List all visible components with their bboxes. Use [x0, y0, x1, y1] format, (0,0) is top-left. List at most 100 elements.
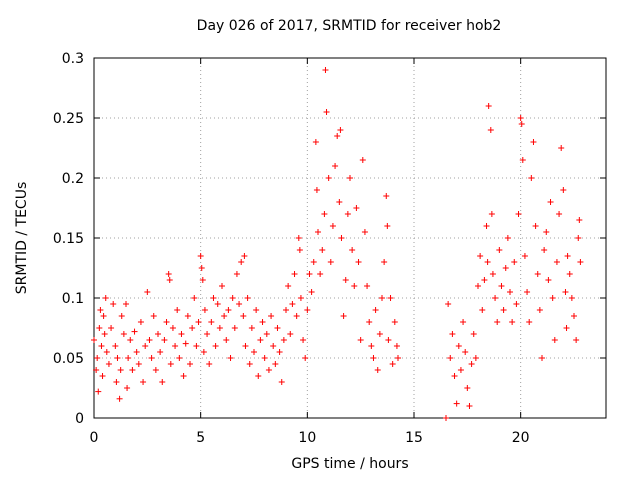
data-point — [200, 349, 207, 355]
data-point — [285, 283, 292, 289]
data-point — [337, 127, 344, 133]
data-point — [368, 343, 375, 349]
data-point — [163, 319, 170, 325]
data-point — [366, 319, 373, 325]
data-point — [280, 337, 287, 343]
data-point — [117, 367, 124, 373]
data-point — [296, 247, 303, 253]
data-point — [541, 247, 548, 253]
data-point — [167, 361, 174, 367]
data-point — [385, 337, 392, 343]
data-point — [113, 379, 120, 385]
data-point — [357, 337, 364, 343]
data-point — [355, 259, 362, 265]
y-axis: 0 0.05 0.1 0.15 0.2 0.25 0.3 — [53, 51, 606, 427]
data-point — [191, 295, 198, 301]
data-point — [180, 373, 187, 379]
data-point — [464, 385, 471, 391]
data-point — [93, 367, 100, 373]
y-tick-label: 0 — [75, 411, 84, 427]
data-point — [152, 367, 159, 373]
data-point — [268, 313, 275, 319]
data-point — [518, 121, 525, 127]
data-point — [231, 325, 238, 331]
data-point — [549, 295, 556, 301]
data-point — [265, 367, 272, 373]
data-point — [451, 373, 458, 379]
data-point — [216, 325, 223, 331]
data-point — [395, 355, 401, 361]
x-axis: 0 5 10 15 20 — [90, 58, 530, 446]
data-point — [379, 295, 385, 301]
data-point — [526, 319, 533, 325]
data-point — [214, 301, 221, 307]
x-tick-label: 15 — [405, 430, 423, 446]
data-point — [105, 361, 112, 367]
data-point — [95, 388, 102, 395]
data-point — [483, 223, 490, 229]
data-point — [553, 259, 560, 265]
data-point — [257, 337, 264, 343]
data-point — [146, 337, 153, 343]
data-point — [566, 271, 573, 277]
data-point — [361, 229, 368, 235]
data-point — [479, 307, 486, 313]
data-point — [509, 319, 516, 325]
data-point — [500, 307, 507, 313]
data-point — [238, 259, 245, 265]
data-series — [91, 67, 584, 421]
data-point — [120, 331, 127, 337]
data-point — [564, 253, 571, 259]
data-point — [317, 271, 324, 277]
data-point — [485, 103, 492, 109]
data-point — [123, 301, 129, 307]
data-point — [198, 265, 205, 271]
data-point — [517, 115, 524, 121]
data-point — [475, 283, 481, 289]
data-point — [455, 343, 462, 349]
data-point — [334, 133, 341, 139]
data-point — [150, 313, 157, 319]
data-point — [96, 325, 103, 331]
data-point — [351, 283, 358, 289]
data-point — [323, 109, 330, 115]
data-point — [383, 193, 390, 199]
data-point — [287, 331, 294, 337]
data-point — [148, 355, 155, 361]
data-point — [101, 331, 108, 337]
data-point — [223, 337, 230, 343]
data-point — [449, 331, 456, 337]
x-tick-label: 20 — [512, 430, 530, 446]
data-point — [494, 319, 501, 325]
data-point — [255, 373, 262, 379]
data-point — [166, 277, 173, 283]
data-point — [545, 277, 552, 283]
data-point — [484, 259, 491, 265]
x-tick-label: 10 — [298, 430, 316, 446]
data-point — [114, 355, 121, 361]
data-point — [472, 355, 479, 361]
data-point — [94, 355, 101, 361]
data-point — [174, 307, 181, 313]
data-point — [244, 295, 251, 301]
data-point — [519, 157, 526, 163]
data-point — [306, 271, 313, 277]
data-point — [322, 67, 329, 73]
data-point — [157, 349, 164, 355]
data-point — [212, 343, 219, 349]
data-point — [332, 163, 339, 169]
y-tick-label: 0.1 — [62, 291, 84, 307]
data-point — [310, 259, 317, 265]
data-point — [496, 247, 503, 253]
data-point — [466, 403, 473, 409]
data-point — [534, 271, 541, 277]
data-point — [340, 313, 347, 319]
data-point — [102, 295, 109, 301]
data-point — [344, 211, 351, 217]
data-point — [568, 295, 575, 301]
y-tick-label: 0.3 — [62, 51, 84, 67]
data-point — [236, 301, 243, 307]
data-point — [504, 235, 511, 241]
data-point — [227, 355, 234, 361]
